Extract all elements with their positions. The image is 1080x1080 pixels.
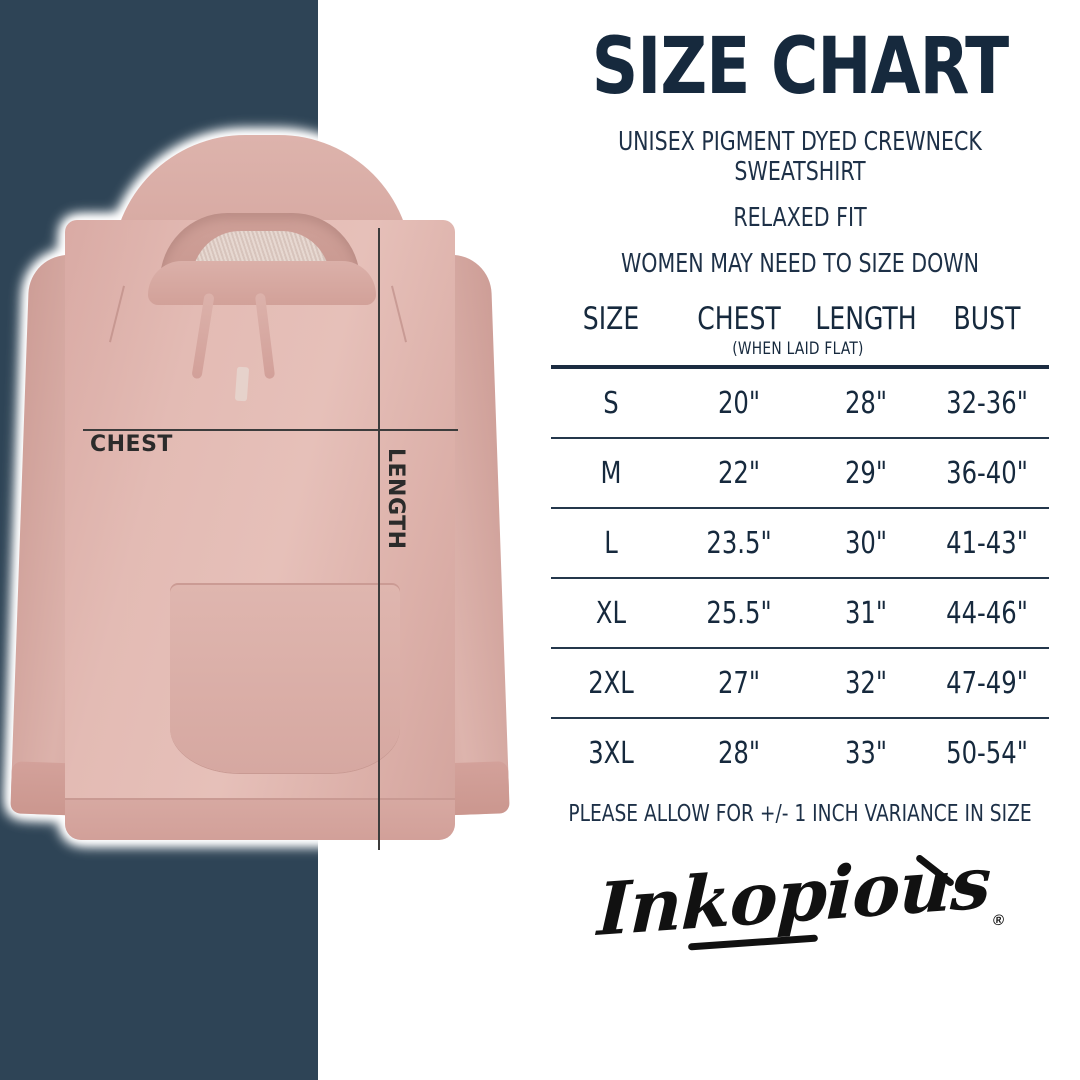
header-length: LENGTH — [815, 300, 917, 337]
table-row: L 23.5" 30" 41-43" — [551, 507, 1049, 579]
cell-size: 3XL — [588, 735, 634, 771]
cell-bust: 41-43" — [931, 507, 1043, 579]
chart-column: SIZE CHART UNISEX PIGMENT DYED CREWNECK … — [520, 0, 1080, 1080]
brand-name: Inkopious — [596, 838, 992, 952]
cell-size: M — [557, 437, 665, 509]
cell-chest: 27" — [677, 647, 801, 719]
cell-bust: 36-40" — [931, 437, 1043, 509]
chest-measure-label: CHEST — [90, 432, 173, 457]
page-title: SIZE CHART — [591, 22, 1010, 112]
garment-photo: CHEST LENGTH — [0, 0, 520, 1080]
subheader-spacer-left — [551, 337, 671, 365]
table-row: 3XL 28" 33" 50-54" — [551, 718, 1049, 787]
cell-length: 31" — [812, 577, 920, 649]
cell-length: 30" — [812, 507, 920, 579]
size-table-body: S 20" 28" 32-36" M 22" 29" 36-40" L 23.5… — [551, 366, 1049, 787]
subtitle-sizing-advice: WOMEN MAY NEED TO SIZE DOWN — [620, 248, 980, 279]
table-row: S 20" 28" 32-36" — [551, 366, 1049, 439]
cell-length: 33" — [844, 735, 888, 771]
table-header-row: SIZE CHEST LENGTH BUST — [551, 301, 1049, 337]
cell-chest: 22" — [677, 437, 801, 509]
cell-length: 32" — [812, 647, 920, 719]
length-measure-line — [378, 228, 380, 850]
registered-trademark-icon: ® — [992, 911, 1004, 930]
cell-length: 28" — [812, 366, 920, 439]
size-table: SIZE CHEST LENGTH BUST (WHEN LAID FLAT) … — [551, 301, 1049, 787]
cell-chest: 28" — [717, 735, 761, 771]
table-row: M 22" 29" 36-40" — [551, 437, 1049, 509]
chest-measure-line — [83, 429, 458, 431]
header-chest: CHEST — [697, 300, 781, 337]
length-measure-label: LENGTH — [383, 448, 408, 550]
subtitle-product: UNISEX PIGMENT DYED CREWNECK SWEATSHIRT — [618, 126, 982, 187]
cell-size: XL — [557, 577, 665, 649]
drawstring-aglet — [234, 366, 250, 402]
cell-chest: 23.5" — [677, 507, 801, 579]
cell-chest: 20" — [677, 366, 801, 439]
header-size: SIZE — [582, 300, 640, 337]
cell-chest: 25.5" — [677, 577, 801, 649]
brand-logo: Inkopious® — [520, 839, 1080, 961]
variance-note: PLEASE ALLOW FOR +/- 1 INCH VARIANCE IN … — [568, 800, 1032, 827]
cell-bust: 47-49" — [931, 647, 1043, 719]
cell-size: L — [557, 507, 665, 579]
subheader-spacer-right — [925, 337, 1049, 365]
sweatshirt-illustration — [10, 135, 510, 875]
cell-bust: 32-36" — [931, 366, 1043, 439]
table-subheader-row: (WHEN LAID FLAT) — [551, 337, 1049, 365]
table-row: XL 25.5" 31" 44-46" — [551, 577, 1049, 649]
cell-bust: 50-54" — [946, 735, 1028, 771]
header-bust: BUST — [953, 300, 1021, 337]
table-row: 2XL 27" 32" 47-49" — [551, 647, 1049, 719]
cell-length: 29" — [812, 437, 920, 509]
subtitle-fit: RELAXED FIT — [733, 202, 867, 233]
chest-when-laid-flat-note: (WHEN LAID FLAT) — [732, 338, 864, 359]
cell-bust: 44-46" — [931, 577, 1043, 649]
kangaroo-pocket — [170, 583, 400, 773]
cell-size: S — [557, 366, 665, 439]
cell-size: 2XL — [557, 647, 665, 719]
